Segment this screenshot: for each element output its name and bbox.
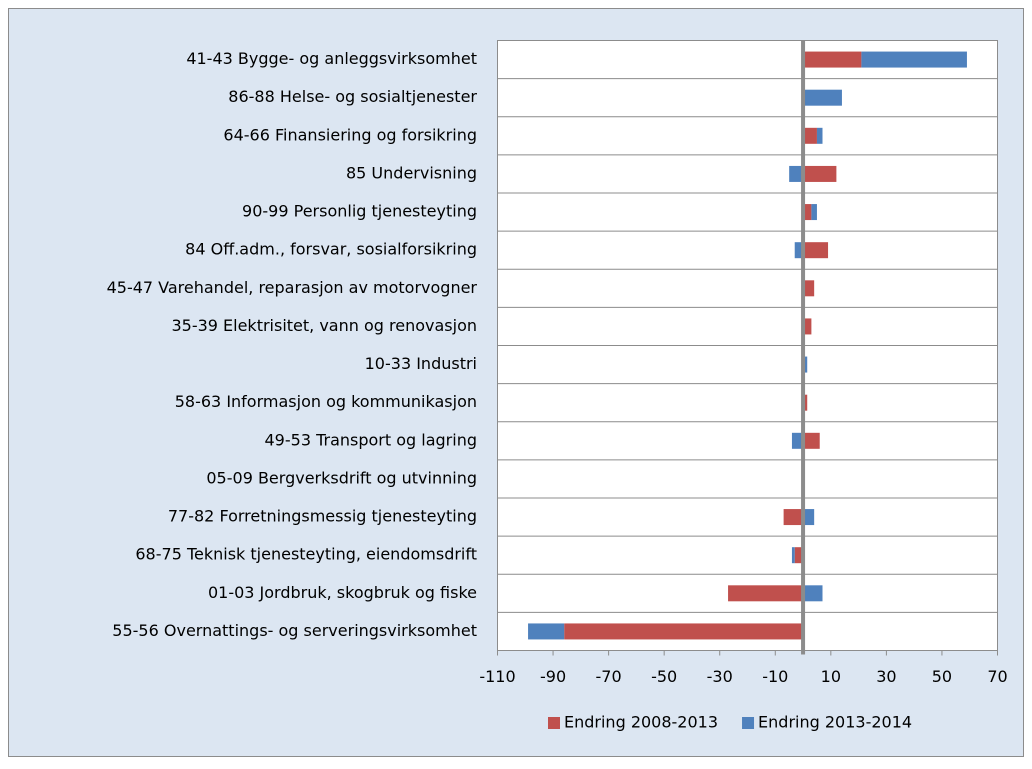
- bar: [803, 242, 829, 259]
- legend-label: Endring 2008-2013: [564, 713, 718, 732]
- y-tick-label: 55-56 Overnattings- og serveringsvirksom…: [112, 621, 477, 640]
- x-tick-label: -90: [540, 667, 566, 686]
- x-tick-label: -70: [596, 667, 622, 686]
- y-tick-label: 77-82 Forretningsmessig tjenesteyting: [168, 507, 477, 526]
- bar: [803, 432, 820, 449]
- legend-label: Endring 2013-2014: [758, 713, 912, 732]
- bar: [794, 547, 804, 564]
- y-tick-label: 45-47 Varehandel, reparasjon av motorvog…: [107, 278, 478, 297]
- bar: [803, 356, 808, 373]
- y-tick-label: 68-75 Teknisk tjenesteyting, eiendomsdri…: [135, 545, 477, 564]
- x-tick-label: 50: [932, 667, 952, 686]
- y-tick-label: 58-63 Informasjon og kommunikasjon: [175, 392, 477, 411]
- y-tick-label: 64-66 Finansiering og forsikring: [223, 125, 477, 144]
- x-tick-label: 10: [821, 667, 841, 686]
- bar: [791, 432, 804, 449]
- bar: [816, 127, 823, 144]
- bar: [811, 204, 817, 221]
- legend-swatch: [548, 717, 560, 729]
- y-tick-label: 49-53 Transport og lagring: [265, 430, 478, 449]
- bar: [528, 623, 565, 640]
- y-tick-label: 10-33 Industri: [365, 354, 477, 373]
- bar: [803, 127, 817, 144]
- chart-layer: -110 -90 -70 -50 -30 -10 10 30 50 70 41-43 Bygge- …: [107, 40, 1008, 732]
- y-tick-label: 35-39 Elektrisitet, vann og renovasjon: [171, 316, 477, 335]
- x-tick-label: 30: [876, 667, 896, 686]
- x-tick-label: -50: [651, 667, 677, 686]
- bar: [861, 51, 967, 68]
- x-tick-label: 70: [987, 667, 1007, 686]
- bar: [791, 547, 795, 564]
- y-tick-label: 05-09 Bergverksdrift og utvinning: [206, 468, 477, 487]
- bar: [803, 89, 842, 106]
- bar: [789, 165, 804, 182]
- y-tick-label: 01-03 Jordbruk, skogbruk og fiske: [208, 583, 477, 602]
- y-tick-label: 86-88 Helse- og sosialtjenester: [228, 87, 477, 106]
- bar: [783, 509, 804, 526]
- bar: [803, 318, 812, 335]
- x-tick-label: -110: [479, 667, 515, 686]
- bar: [728, 585, 804, 602]
- y-tick-label: 90-99 Personlig tjenesteyting: [242, 202, 477, 221]
- legend-swatch: [742, 717, 755, 729]
- y-tick-label: 84 Off.adm., forsvar, sosialforsikring: [185, 240, 477, 259]
- bar: [803, 204, 812, 221]
- bar: [564, 623, 804, 640]
- bar: [803, 585, 823, 602]
- y-tick-label: 41-43 Bygge- og anleggsvirksomhet: [186, 49, 477, 68]
- bar: [803, 51, 862, 68]
- x-tick-label: -30: [707, 667, 733, 686]
- bar: [803, 165, 837, 182]
- x-tick-label: -10: [762, 667, 788, 686]
- bar: [803, 280, 815, 297]
- bar: [803, 394, 808, 411]
- y-tick-label: 85 Undervisning: [346, 163, 477, 182]
- bar: [803, 509, 815, 526]
- bar: [794, 242, 804, 259]
